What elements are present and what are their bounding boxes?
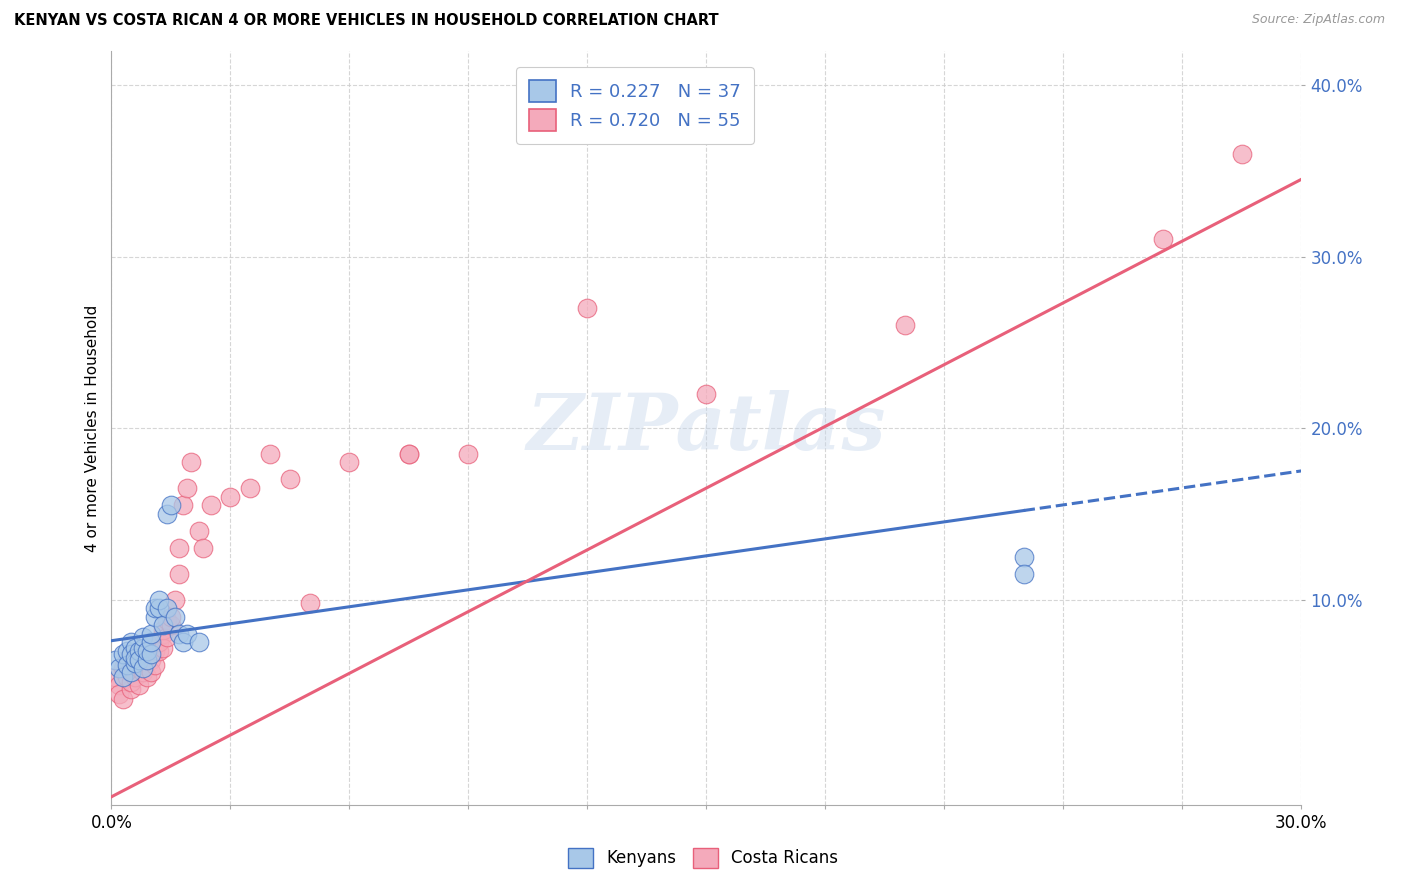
Point <box>339 455 361 469</box>
Point <box>139 652 162 666</box>
Text: KENYAN VS COSTA RICAN 4 OR MORE VEHICLES IN HOUSEHOLD CORRELATION CHART: KENYAN VS COSTA RICAN 4 OR MORE VEHICLES… <box>14 13 718 29</box>
Point <box>112 661 135 675</box>
Point <box>219 490 242 504</box>
Point <box>176 481 198 495</box>
Point <box>136 670 159 684</box>
Point <box>148 644 170 658</box>
Point <box>156 630 179 644</box>
Legend: Kenyans, Costa Ricans: Kenyans, Costa Ricans <box>561 841 845 875</box>
Point <box>139 648 162 662</box>
Point <box>187 635 209 649</box>
Point <box>136 652 159 666</box>
Point <box>163 592 186 607</box>
Point <box>132 665 155 679</box>
Point <box>152 640 174 655</box>
Point <box>108 687 131 701</box>
Point <box>104 670 127 684</box>
Text: Source: ZipAtlas.com: Source: ZipAtlas.com <box>1251 13 1385 27</box>
Point <box>143 601 166 615</box>
Point <box>398 447 420 461</box>
Point <box>156 613 179 627</box>
Point <box>167 566 190 581</box>
Point <box>200 498 222 512</box>
Point <box>172 498 194 512</box>
Point <box>457 447 479 461</box>
Point <box>120 681 142 696</box>
Point <box>112 670 135 684</box>
Point <box>148 592 170 607</box>
Point <box>112 692 135 706</box>
Point <box>117 657 139 672</box>
Point <box>152 618 174 632</box>
Point <box>143 657 166 672</box>
Point <box>108 661 131 675</box>
Point <box>124 651 146 665</box>
Point <box>180 455 202 469</box>
Point <box>139 665 162 679</box>
Point <box>187 524 209 538</box>
Point <box>132 630 155 644</box>
Point <box>160 498 183 512</box>
Point <box>128 678 150 692</box>
Point <box>139 627 162 641</box>
Point <box>132 640 155 655</box>
Point <box>148 601 170 615</box>
Point <box>172 635 194 649</box>
Point <box>143 644 166 658</box>
Point <box>117 670 139 684</box>
Point <box>167 541 190 555</box>
Point <box>398 447 420 461</box>
Point <box>136 652 159 666</box>
Point <box>239 481 262 495</box>
Point <box>124 640 146 655</box>
Point <box>278 473 301 487</box>
Point <box>120 674 142 689</box>
Point <box>128 652 150 666</box>
Point <box>124 656 146 670</box>
Point <box>120 665 142 679</box>
Point <box>128 661 150 675</box>
Text: ZIPatlas: ZIPatlas <box>527 390 886 467</box>
Point <box>139 635 162 649</box>
Point <box>298 596 321 610</box>
Point <box>163 609 186 624</box>
Point <box>1230 146 1253 161</box>
Point <box>120 648 142 662</box>
Point <box>191 541 214 555</box>
Point <box>148 635 170 649</box>
Point <box>1012 549 1035 564</box>
Point <box>156 507 179 521</box>
Point <box>176 627 198 641</box>
Point <box>104 652 127 666</box>
Point <box>124 670 146 684</box>
Point <box>120 665 142 679</box>
Point <box>160 618 183 632</box>
Point <box>132 661 155 675</box>
Legend: R = 0.227   N = 37, R = 0.720   N = 55: R = 0.227 N = 37, R = 0.720 N = 55 <box>516 67 754 144</box>
Point <box>120 635 142 649</box>
Point <box>117 652 139 666</box>
Point <box>160 609 183 624</box>
Point <box>152 624 174 638</box>
Point <box>167 627 190 641</box>
Point <box>128 644 150 658</box>
Point <box>108 678 131 692</box>
Point <box>1152 232 1174 246</box>
Point <box>893 318 915 332</box>
Point <box>132 657 155 672</box>
Point <box>124 657 146 672</box>
Point <box>156 601 179 615</box>
Point <box>576 301 599 315</box>
Point <box>112 648 135 662</box>
Point <box>117 644 139 658</box>
Y-axis label: 4 or more Vehicles in Household: 4 or more Vehicles in Household <box>86 304 100 551</box>
Point <box>1012 566 1035 581</box>
Point <box>152 627 174 641</box>
Point <box>143 609 166 624</box>
Point <box>128 648 150 662</box>
Point <box>259 447 281 461</box>
Point <box>695 386 717 401</box>
Point <box>136 644 159 658</box>
